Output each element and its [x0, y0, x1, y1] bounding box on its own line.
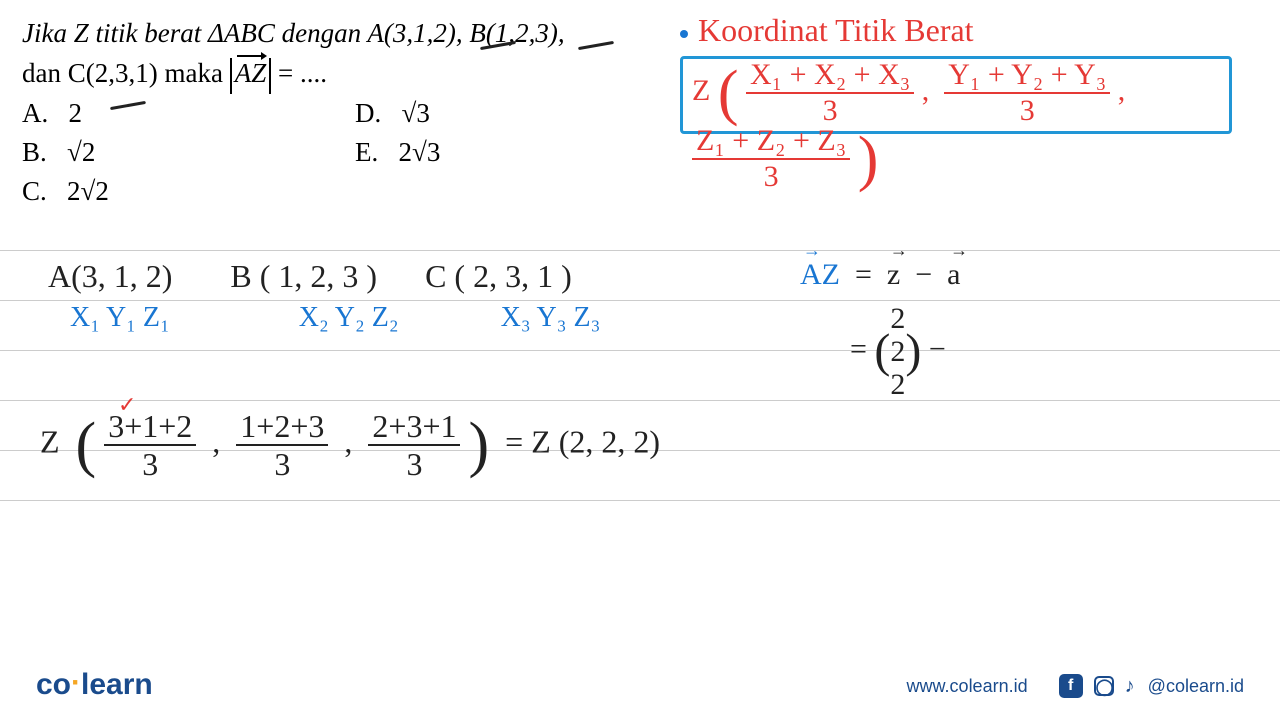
- centroid-formula: Z ( X₁ + X₂ + X₃3 , Y₁ + Y₂ + Y₃3 , Z₁ +…: [692, 60, 1280, 192]
- option-a: A. 2: [22, 98, 109, 129]
- logo-learn: learn: [81, 668, 153, 701]
- problem-line2: dan C(2,3,1) maka AZ = ....: [22, 58, 327, 94]
- z-label: Z: [40, 423, 60, 459]
- coords-row: A(3, 1, 2) B ( 1, 2, 3 ) C ( 2, 3, 1 ): [48, 258, 572, 295]
- problem-prefix: dan C(2,3,1) maka: [22, 58, 230, 88]
- frac1-num: 3+1+2: [104, 410, 196, 446]
- sub-c: X₃ Y₃ Z₃: [501, 302, 601, 333]
- frac2-num: 1+2+3: [236, 410, 328, 446]
- frac1-den: 3: [104, 446, 196, 480]
- frac2-den: 3: [236, 446, 328, 480]
- az-vector-text: AZ: [235, 58, 267, 89]
- bullet-icon: [680, 30, 688, 38]
- ruled-line: [0, 250, 1280, 251]
- social-handle: @colearn.id: [1148, 676, 1244, 696]
- frac3-den: 3: [368, 446, 460, 480]
- point-c: C ( 2, 3, 1 ): [425, 258, 572, 294]
- options-column-1: A. 2 B. √2 C. 2√2: [22, 98, 109, 215]
- az-label: AZ: [800, 258, 840, 291]
- problem-line1: Jika Z titik berat ΔABC dengan A(3,1,2),…: [22, 18, 565, 49]
- stroke-mark: [110, 101, 146, 110]
- formula-x-num: X₁ + X₂ + X₃: [746, 60, 914, 94]
- footer-right: www.colearn.id f ◯ ♪ @colearn.id: [907, 674, 1244, 698]
- sub-b: X₂ Y₂ Z₂: [299, 302, 399, 333]
- brand-logo: co·learn: [36, 668, 153, 702]
- az-vector-value: = (222) −: [850, 302, 946, 401]
- ruled-line: [0, 350, 1280, 351]
- option-b: B. √2: [22, 137, 109, 168]
- options-column-2: D. √3 E. 2√3: [355, 98, 440, 176]
- whiteboard: Jika Z titik berat ΔABC dengan A(3,1,2),…: [0, 0, 1280, 720]
- problem-suffix: = ....: [278, 58, 327, 88]
- formula-y-num: Y₁ + Y₂ + Y₃: [944, 60, 1110, 94]
- frac3-num: 2+3+1: [368, 410, 460, 446]
- logo-co: co: [36, 668, 71, 701]
- website-url: www.colearn.id: [907, 676, 1028, 696]
- option-d: D. √3: [355, 98, 440, 129]
- ruled-line: [0, 500, 1280, 501]
- point-a: A(3, 1, 2): [48, 258, 172, 294]
- formula-x-den: 3: [746, 94, 914, 126]
- z-calculation: Z ( 3+1+23 , 1+2+33 , 2+3+13 ) = Z (2, 2…: [40, 410, 660, 480]
- stroke-mark: [578, 41, 614, 50]
- ruled-line: [0, 300, 1280, 301]
- formula-z-label: Z: [692, 74, 710, 107]
- option-e: E. 2√3: [355, 137, 440, 168]
- az-vector-equation: AZ = z − a: [800, 258, 961, 292]
- z-result: = Z (2, 2, 2): [505, 423, 660, 459]
- formula-y-den: 3: [944, 94, 1110, 126]
- subscripts-row: X₁ Y₁ Z₁ X₂ Y₂ Z₂ X₃ Y₃ Z₃: [70, 302, 600, 334]
- logo-dot-icon: ·: [71, 666, 81, 699]
- ruled-line: [0, 400, 1280, 401]
- sub-a: X₁ Y₁ Z₁: [70, 302, 170, 333]
- formula-z-den: 3: [692, 160, 850, 192]
- instagram-icon: ◯: [1094, 676, 1114, 696]
- option-c: C. 2√2: [22, 176, 109, 207]
- red-title: Koordinat Titik Berat: [680, 12, 974, 49]
- formula-z-num: Z₁ + Z₂ + Z₃: [692, 126, 850, 160]
- tiktok-icon: ♪: [1125, 675, 1135, 698]
- point-b: B ( 1, 2, 3 ): [230, 258, 377, 294]
- facebook-icon: f: [1059, 674, 1083, 698]
